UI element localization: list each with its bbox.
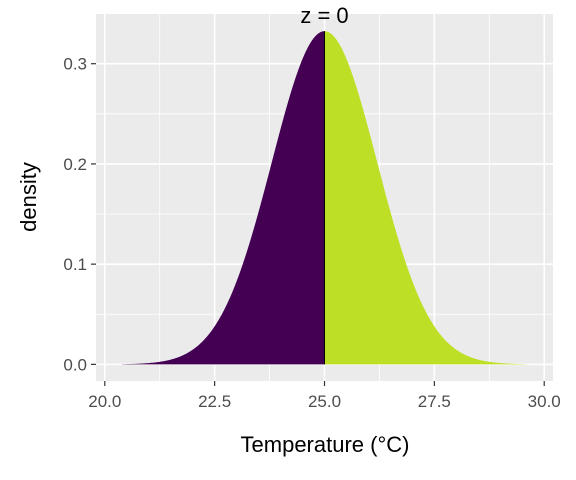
x-axis: 20.0 22.5 25.0 27.5 30.0 <box>88 381 561 411</box>
y-axis-title: density <box>16 162 41 232</box>
z-annotation: z = 0 <box>300 3 348 28</box>
y-tick-label: 0.1 <box>63 255 87 274</box>
y-tick-label: 0.0 <box>63 355 87 374</box>
x-tick-label: 22.5 <box>198 392 231 411</box>
y-tick-label: 0.2 <box>63 155 87 174</box>
y-tick-label: 0.3 <box>63 55 87 74</box>
x-tick-label: 30.0 <box>528 392 561 411</box>
x-axis-title: Temperature (°C) <box>241 432 410 457</box>
area-above-z <box>324 31 527 365</box>
x-tick-label: 20.0 <box>88 392 121 411</box>
x-tick-label: 25.0 <box>308 392 341 411</box>
density-areas <box>122 31 527 365</box>
y-axis: 0.0 0.1 0.2 0.3 <box>63 55 96 374</box>
area-below-z <box>122 31 325 365</box>
x-tick-label: 27.5 <box>418 392 451 411</box>
